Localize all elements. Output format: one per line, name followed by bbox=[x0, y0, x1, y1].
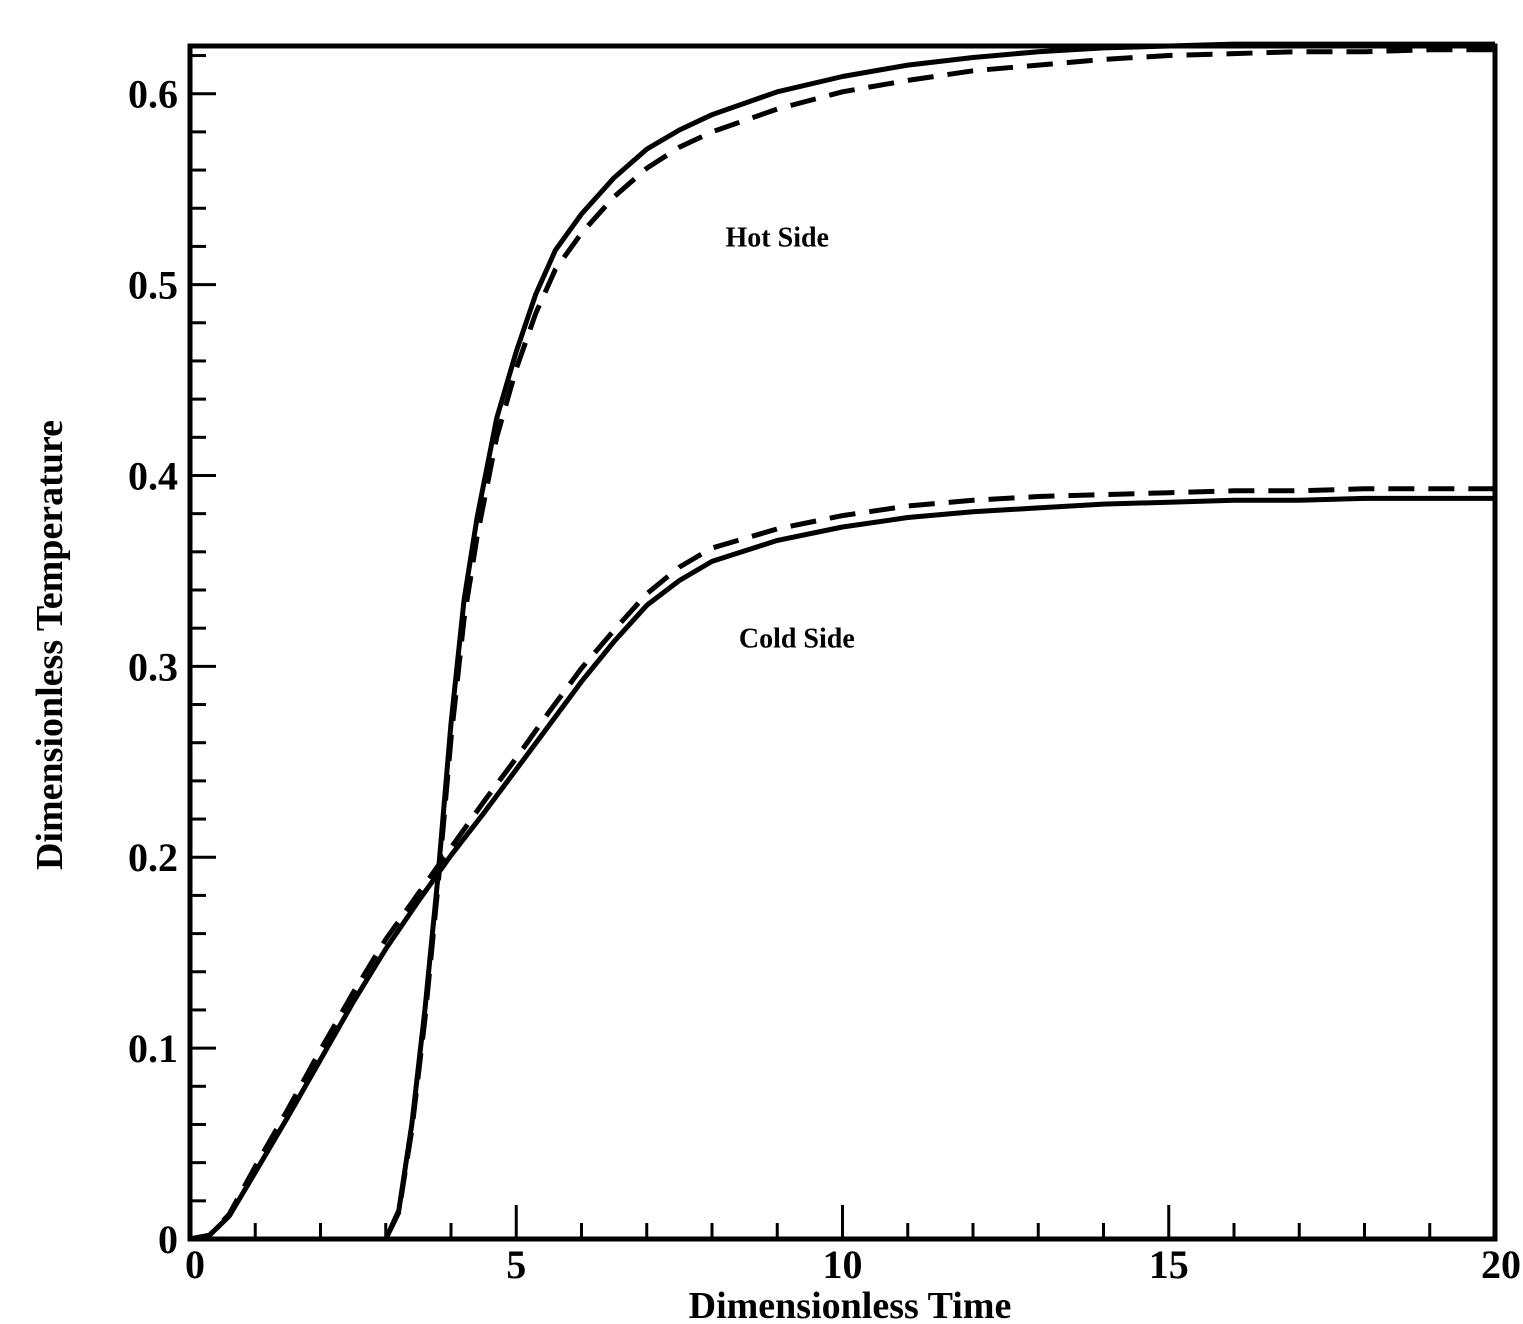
y-axis-title: Dimensionless Temperature bbox=[29, 420, 71, 870]
y-tick-label: 0.1 bbox=[128, 1026, 178, 1071]
x-tick-label: 20 bbox=[1481, 1242, 1521, 1287]
series-line-4-dashed bbox=[190, 47, 1495, 1242]
series-line-1-solid bbox=[189, 495, 1495, 1242]
y-tick-label: 0.6 bbox=[128, 72, 178, 117]
y-tick-label: 0 bbox=[158, 1217, 178, 1262]
plot-frame bbox=[187, 43, 1498, 1242]
axis-ticks bbox=[190, 54, 1432, 1239]
curve-annotation: Cold Side bbox=[739, 623, 855, 654]
curve-annotation: Hot Side bbox=[726, 222, 829, 253]
series-line-2-dashed bbox=[189, 486, 1495, 1242]
y-tick-label: 0.5 bbox=[128, 263, 178, 308]
x-tick-label: 15 bbox=[1149, 1242, 1189, 1287]
tick-labels: 0 5 10 15 20 0 0.1 0.2 0.3 0.4 0.5 0.6 bbox=[128, 72, 1521, 1287]
x-tick-label: 5 bbox=[506, 1242, 526, 1287]
x-tick-label: 10 bbox=[823, 1242, 863, 1287]
x-axis-title: Dimensionless Time bbox=[689, 1285, 1012, 1324]
x-tick-label: 0 bbox=[185, 1242, 205, 1287]
y-tick-label: 0.3 bbox=[128, 644, 178, 689]
y-tick-label: 0.4 bbox=[128, 453, 178, 498]
annotations: Hot Side Cold Side bbox=[726, 222, 855, 654]
y-tick-label: 0.2 bbox=[128, 835, 178, 880]
